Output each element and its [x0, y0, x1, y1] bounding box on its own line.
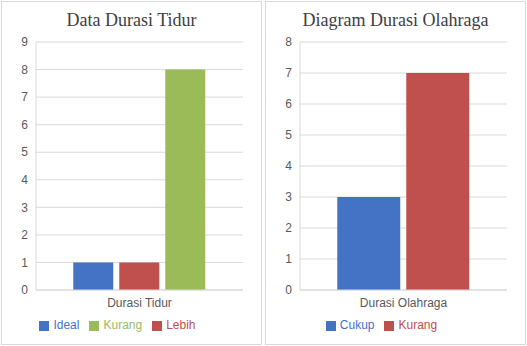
html-text:Cukup: Cukup: [339, 318, 375, 332]
svg-text:7: 7: [285, 66, 292, 80]
svg-text:8: 8: [285, 36, 292, 49]
svg-text:Durasi Olahraga: Durasi Olahraga: [360, 296, 448, 310]
html-text:Data Durasi Tidur: Data Durasi Tidur: [66, 10, 197, 30]
svg-text:5: 5: [21, 145, 28, 159]
svg-text:9: 9: [21, 36, 28, 49]
svg-text:1: 1: [285, 252, 292, 266]
svg-text:3: 3: [21, 201, 28, 215]
svg-text:6: 6: [285, 97, 292, 111]
svg-text:Durasi Tidur: Durasi Tidur: [107, 296, 172, 310]
svg-text:4: 4: [21, 173, 28, 187]
svg-text:8: 8: [21, 63, 28, 77]
html-text:Diagram Durasi Olahraga: Diagram Durasi Olahraga: [302, 10, 489, 30]
svg-text:1: 1: [21, 256, 28, 270]
svg-text:0: 0: [285, 283, 292, 297]
svg-text:4: 4: [285, 159, 292, 173]
html-text:Ideal: Ideal: [53, 318, 80, 332]
html-text:Lebih: Lebih: [166, 318, 196, 332]
svg-text:2: 2: [21, 228, 28, 242]
svg-text:3: 3: [285, 190, 292, 204]
svg-text:0: 0: [21, 283, 28, 297]
svg-text:2: 2: [285, 221, 292, 235]
svg-text:6: 6: [21, 118, 28, 132]
svg-text:7: 7: [21, 90, 28, 104]
html-text:Kurang: Kurang: [398, 318, 438, 332]
svg-text:5: 5: [285, 128, 292, 142]
html-text:Kurang: Kurang: [103, 318, 143, 332]
